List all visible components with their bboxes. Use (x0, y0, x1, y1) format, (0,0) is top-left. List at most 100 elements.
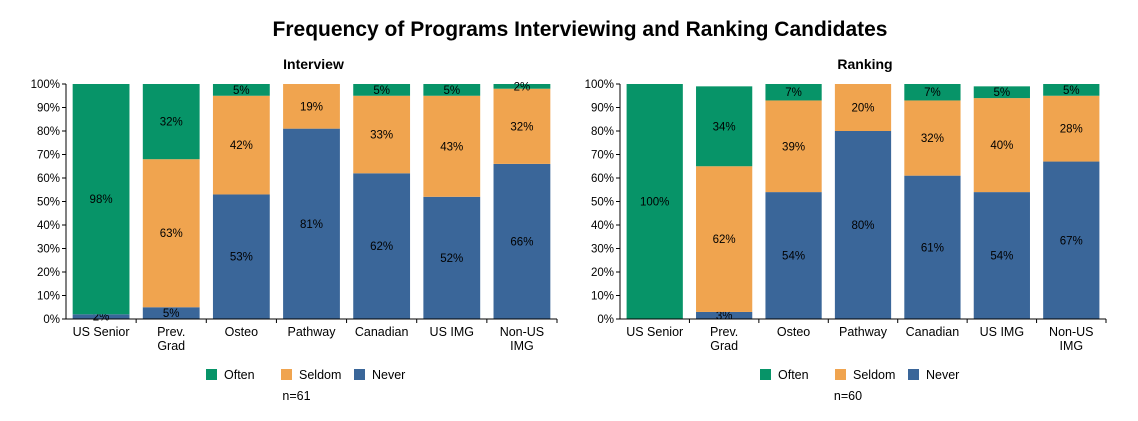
bar-segment-often (626, 84, 683, 319)
y-tick-label: 100% (31, 79, 60, 91)
figure-title: Frequency of Programs Interviewing and R… (272, 18, 888, 41)
bar-segment-seldom (696, 166, 753, 312)
legend-label: Seldom (299, 368, 341, 382)
data-label: 33% (370, 130, 393, 142)
bar-segment-seldom (353, 95, 411, 174)
data-label: 53% (230, 252, 253, 264)
legend-label: Never (372, 368, 405, 382)
data-label: 5% (1063, 85, 1080, 97)
bar-segment-often (765, 84, 822, 101)
y-tick-label: 30% (37, 244, 60, 256)
bar-segment-never (283, 128, 340, 319)
bar-segment-seldom (973, 98, 1030, 193)
x-tick-label: Canadian (906, 325, 960, 339)
x-tick-label: US Senior (73, 325, 130, 339)
data-label: 67% (1060, 235, 1083, 247)
y-tick-label: 80% (591, 126, 614, 138)
y-tick-label: 60% (591, 173, 614, 185)
x-tick-label: Osteo (777, 325, 810, 339)
bar-segment-never (72, 314, 130, 319)
data-label: 19% (300, 101, 323, 113)
legend-label: Often (224, 368, 255, 382)
x-tick-label: Osteo (225, 325, 258, 339)
bar-segment-often (142, 84, 200, 160)
y-tick-label: 90% (37, 103, 60, 115)
bar-segment-often (973, 86, 1030, 99)
bar-segment-never (765, 192, 822, 319)
bar-segment-never (973, 192, 1030, 319)
data-label: 39% (782, 141, 805, 153)
bar-segment-never (904, 175, 961, 319)
data-label: 28% (1060, 124, 1083, 136)
bar-segment-often (493, 84, 551, 89)
data-label: 80% (851, 220, 874, 232)
bar-segment-often (904, 84, 961, 101)
y-tick-label: 0% (43, 314, 60, 326)
data-label: 61% (921, 242, 944, 254)
bar-segment-often (1043, 84, 1100, 96)
bar-segment-seldom (904, 100, 961, 176)
bar-segment-seldom (765, 100, 822, 193)
data-label: 7% (785, 87, 802, 99)
data-label: 2% (514, 81, 531, 93)
y-tick-label: 80% (37, 126, 60, 138)
legend-swatch-never (354, 369, 365, 380)
chart-panel-ranking: Ranking 0% 10% 20% 30% 40% 50% 60% 70% 80% 90% 100%… (585, 56, 1107, 403)
data-label: 62% (713, 234, 736, 246)
data-label: 32% (510, 121, 533, 133)
legend-swatch-often (206, 369, 217, 380)
y-tick-label: 20% (37, 267, 60, 279)
bar-segment-seldom (283, 84, 340, 129)
bar-segment-often (353, 84, 411, 96)
data-label: 98% (90, 194, 113, 206)
data-label: 5% (233, 85, 250, 97)
legend-swatch-seldom (281, 369, 292, 380)
bar-segment-seldom (834, 84, 892, 131)
y-tick-label: 20% (591, 267, 614, 279)
data-label: 5% (373, 85, 390, 97)
data-label: 54% (990, 251, 1013, 263)
y-tick-label: 50% (37, 197, 60, 209)
legend-label: Never (926, 368, 959, 382)
bar-segment-often (212, 84, 270, 96)
data-label: 63% (160, 228, 183, 240)
x-tick-label: Canadian (355, 325, 409, 339)
x-tick-label: Non-US IMG (1049, 325, 1093, 353)
y-tick-label: 0% (597, 314, 614, 326)
data-label: 81% (300, 219, 323, 231)
data-label: 32% (921, 133, 944, 145)
data-label: 20% (851, 103, 874, 115)
legend-swatch-never (908, 369, 919, 380)
y-tick-label: 100% (585, 79, 614, 91)
data-label: 62% (370, 241, 393, 253)
y-tick-label: 30% (591, 244, 614, 256)
data-label: 5% (443, 85, 460, 97)
bar-segment-never (493, 163, 551, 319)
data-label: 100% (640, 197, 669, 209)
y-tick-label: 10% (37, 291, 60, 303)
y-tick-label: 50% (591, 197, 614, 209)
data-label: 43% (440, 141, 463, 153)
x-tick-label: Non-US IMG (500, 325, 544, 353)
bar-segment-seldom (142, 159, 200, 308)
data-label: 40% (990, 140, 1013, 152)
data-label: 52% (440, 253, 463, 265)
bar-segment-seldom (493, 88, 551, 164)
x-tick-label: US IMG (430, 325, 474, 339)
data-label: 3% (716, 310, 733, 322)
legend-label: Often (778, 368, 809, 382)
data-label: 34% (713, 121, 736, 133)
data-label: 54% (782, 251, 805, 263)
sample-size-note: n=61 (282, 389, 310, 403)
bar-segment-often (72, 84, 130, 315)
x-tick-label: Prev. Grad (157, 325, 185, 353)
x-tick-label: Pathway (839, 325, 888, 339)
data-label: 5% (994, 87, 1011, 99)
bar-segment-never (834, 131, 892, 319)
bar-segment-often (423, 84, 481, 96)
bar-segment-never (1043, 161, 1100, 319)
data-label: 7% (924, 87, 941, 99)
bar-segment-never (423, 196, 481, 319)
y-tick-label: 10% (591, 291, 614, 303)
